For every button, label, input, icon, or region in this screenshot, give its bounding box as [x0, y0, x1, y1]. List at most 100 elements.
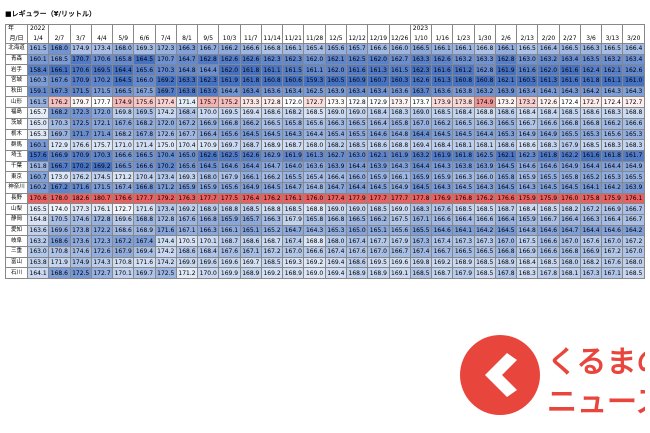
- price-cell: 168.6: [494, 139, 518, 151]
- price-cell: 165.7: [345, 43, 369, 55]
- price-cell: 163.6: [388, 85, 411, 98]
- price-cell: 165.5: [345, 128, 369, 141]
- date-header: 8/1: [175, 33, 199, 44]
- price-cell: 173.9: [431, 96, 454, 109]
- price-cell: 163.7: [409, 85, 433, 98]
- price-cell: 168.8: [622, 107, 645, 119]
- price-cell: 167.6: [48, 75, 71, 87]
- price-cell: 174.9: [112, 96, 135, 109]
- price-cell: 173.2: [516, 96, 539, 109]
- price-cell: 174.9: [69, 256, 92, 269]
- price-cell: 177.5: [218, 192, 241, 205]
- price-cell: 166.3: [260, 214, 284, 226]
- price-cell: 164.5: [537, 181, 560, 194]
- price-cell: 173.7: [388, 96, 411, 109]
- price-cell: 165.5: [409, 224, 433, 237]
- price-cell: 161.8: [579, 75, 603, 87]
- price-cell: 169.6: [112, 214, 135, 226]
- price-cell: 162.8: [197, 53, 220, 66]
- price-cell: 162.5: [218, 149, 241, 162]
- price-cell: 173.0: [48, 171, 71, 183]
- price-cell: 165.3: [601, 171, 624, 183]
- price-cell: 169.0: [324, 203, 347, 215]
- price-cell: 170.1: [112, 267, 135, 280]
- year-cell: [260, 24, 284, 33]
- price-cell: 168.3: [622, 139, 645, 151]
- price-cell: 174.2: [154, 107, 177, 119]
- price-cell: 165.9: [218, 214, 241, 226]
- date-header: 4/4: [90, 33, 114, 44]
- price-cell: 167.0: [601, 235, 624, 248]
- year-cell: [112, 24, 135, 33]
- date-header: 11/21: [282, 33, 305, 44]
- price-cell: 162.5: [345, 53, 369, 66]
- price-cell: 163.2: [601, 53, 624, 66]
- price-cell: 164.5: [367, 181, 390, 194]
- price-cell: 168.2: [112, 128, 135, 141]
- price-cell: 168.0: [558, 256, 581, 269]
- price-cell: 168.5: [282, 203, 305, 215]
- price-cell: 167.6: [431, 203, 454, 215]
- price-cell: 163.0: [197, 85, 220, 98]
- date-header: 10/3: [218, 33, 241, 44]
- row-label: 群馬: [5, 139, 28, 151]
- price-cell: 166.3: [324, 117, 347, 130]
- price-cell: 168.0: [622, 256, 645, 269]
- price-cell: 165.2: [260, 224, 284, 237]
- price-cell: 168.5: [473, 256, 496, 269]
- price-cell: 168.5: [239, 203, 262, 215]
- date-header: 12/19: [367, 33, 390, 44]
- price-cell: 160.9: [345, 75, 369, 87]
- price-cell: 163.0: [345, 149, 369, 162]
- price-cell: 166.8: [324, 214, 347, 226]
- price-cell: 170.9: [69, 149, 92, 162]
- price-cell: 166.2: [601, 117, 624, 130]
- price-cell: 167.4: [282, 235, 305, 248]
- price-cell: 167.1: [409, 214, 433, 226]
- price-cell: 166.5: [494, 117, 518, 130]
- price-cell: 166.9: [579, 246, 603, 258]
- price-cell: 164.5: [494, 160, 518, 173]
- price-cell: 171.6: [154, 224, 177, 237]
- date-header: 12/5: [324, 33, 347, 44]
- price-cell: 168.4: [367, 107, 390, 119]
- price-cell: 163.6: [26, 224, 50, 237]
- price-cell: 167.9: [112, 246, 135, 258]
- price-cell: 161.0: [622, 75, 645, 87]
- price-cell: 171.2: [112, 171, 135, 183]
- price-cell: 168.2: [282, 107, 305, 119]
- row-label: 宮城: [5, 75, 28, 87]
- price-cell: 168.5: [367, 203, 390, 215]
- price-cell: 164.3: [516, 181, 539, 194]
- price-cell: 168.3: [409, 203, 433, 215]
- price-cell: 161.6: [558, 75, 581, 87]
- year-cell: [516, 24, 539, 33]
- price-cell: 165.6: [324, 43, 347, 55]
- date-header: 2/13: [516, 33, 539, 44]
- price-cell: 163.4: [367, 85, 390, 98]
- price-cell: 169.7: [154, 85, 177, 98]
- row-label: 茨城: [5, 117, 28, 130]
- price-cell: 164.3: [431, 160, 454, 173]
- price-cell: 162.6: [409, 75, 433, 87]
- price-cell: 177.9: [345, 192, 369, 205]
- price-cell: 161.2: [452, 64, 475, 77]
- price-cell: 172.9: [367, 96, 390, 109]
- price-cell: 167.4: [431, 235, 454, 248]
- price-cell: 164.3: [388, 160, 411, 173]
- price-cell: 163.3: [175, 75, 199, 87]
- price-cell: 168.5: [579, 139, 603, 151]
- price-cell: 166.5: [345, 117, 369, 130]
- price-cell: 161.6: [345, 64, 369, 77]
- price-cell: 165.6: [218, 128, 241, 141]
- price-cell: 166.2: [260, 171, 284, 183]
- date-header: 9/5: [197, 33, 220, 44]
- price-cell: 161.8: [239, 64, 262, 77]
- price-cell: 161.9: [388, 149, 411, 162]
- price-cell: 168.9: [367, 267, 390, 280]
- price-cell: 165.8: [558, 171, 581, 183]
- price-cell: 164.5: [494, 224, 518, 237]
- price-cell: 168.2: [558, 203, 581, 215]
- price-cell: 169.2: [154, 75, 177, 87]
- price-cell: 172.4: [601, 96, 624, 109]
